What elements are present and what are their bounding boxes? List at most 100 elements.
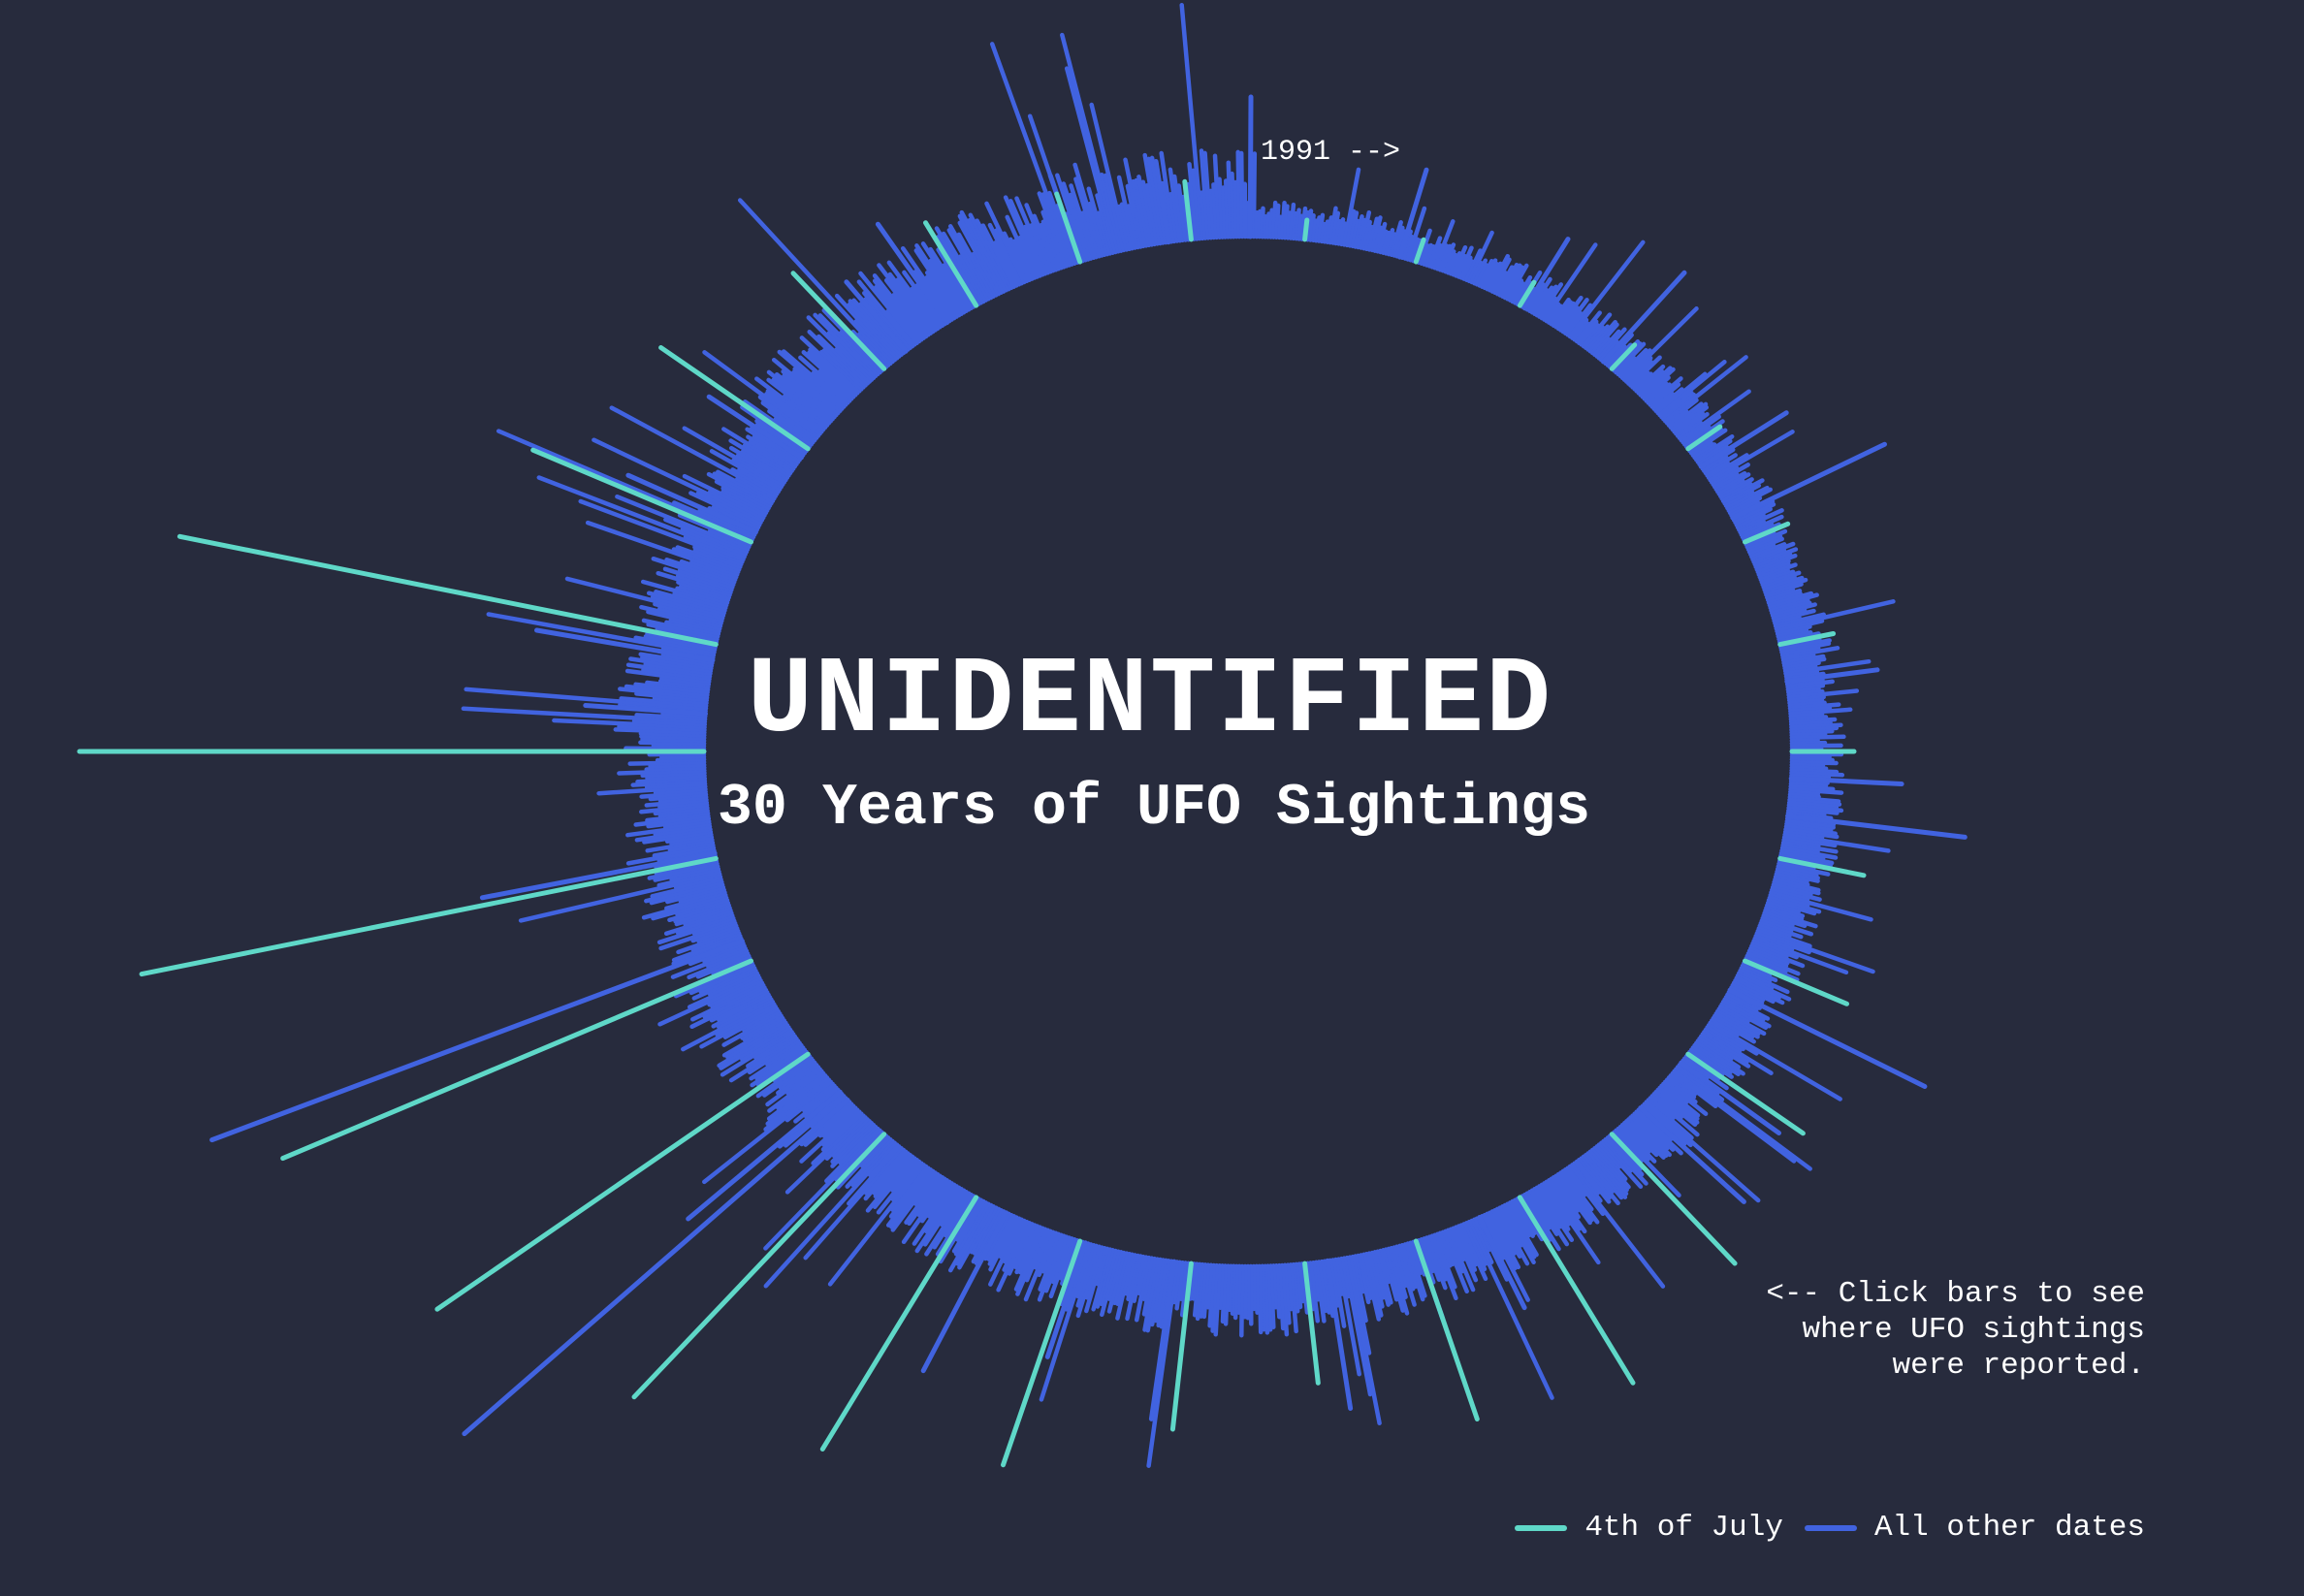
bar-other-date[interactable] (1621, 1121, 1659, 1158)
bar-other-date[interactable] (1775, 624, 1812, 636)
bar-other-date[interactable] (1294, 207, 1301, 241)
bar-other-date[interactable] (641, 667, 712, 682)
bar-other-date[interactable] (1776, 858, 1816, 871)
bar-other-date[interactable] (656, 848, 717, 864)
bar-other-date[interactable] (850, 1138, 895, 1188)
bar-other-date[interactable] (1069, 183, 1096, 261)
bar-other-date[interactable] (1659, 1083, 1701, 1118)
bar-other-date[interactable] (838, 1124, 879, 1165)
bar-other-date[interactable] (957, 213, 1004, 296)
bar-other-date[interactable] (857, 332, 891, 367)
bar-other-date[interactable] (1381, 230, 1392, 255)
bar-other-date[interactable] (946, 228, 991, 302)
bar-other-date[interactable] (461, 706, 708, 724)
bar-other-date[interactable] (1386, 1246, 1410, 1316)
bar-july4[interactable] (1609, 1132, 1738, 1266)
bar-other-date[interactable] (1227, 1263, 1233, 1313)
bar-other-date[interactable] (618, 686, 710, 700)
bar-other-date[interactable] (1785, 683, 1826, 692)
bar-other-date[interactable] (1002, 1218, 1027, 1264)
bar-other-date[interactable] (1687, 427, 1724, 454)
bar-other-date[interactable] (826, 331, 877, 381)
bar-other-date[interactable] (888, 1165, 931, 1219)
bar-other-date[interactable] (817, 368, 854, 401)
bar-other-date[interactable] (707, 971, 759, 997)
bar-other-date[interactable] (1372, 225, 1384, 253)
bar-other-date[interactable] (1402, 235, 1415, 261)
bar-other-date[interactable] (625, 846, 717, 866)
bar-other-date[interactable] (1333, 218, 1342, 246)
bar-other-date[interactable] (1336, 1257, 1361, 1377)
bar-other-date[interactable] (1213, 1263, 1222, 1337)
bar-other-date[interactable] (1628, 355, 1662, 388)
bar-other-date[interactable] (1454, 253, 1467, 278)
bar-other-date[interactable] (1419, 1237, 1435, 1274)
bar-other-date[interactable] (1617, 347, 1648, 379)
bar-other-date[interactable] (671, 934, 743, 963)
bar-other-date[interactable] (1782, 829, 1825, 841)
bar-other-date[interactable] (920, 241, 969, 313)
bar-other-date[interactable] (1770, 600, 1812, 616)
bar-other-date[interactable] (1780, 840, 1839, 854)
bar-other-date[interactable] (834, 293, 897, 363)
bar-other-date[interactable] (1640, 1103, 1687, 1146)
bar-other-date[interactable] (1706, 1023, 1759, 1056)
bar-other-date[interactable] (1789, 740, 1828, 746)
bar-other-date[interactable] (695, 491, 763, 526)
bar-other-date[interactable] (1179, 2, 1205, 241)
bar-other-date[interactable] (1655, 1087, 1700, 1125)
bar-other-date[interactable] (1718, 1004, 1750, 1024)
bar-other-date[interactable] (1181, 194, 1191, 242)
bar-other-date[interactable] (1040, 209, 1067, 270)
bar-other-date[interactable] (1742, 961, 1773, 977)
bar-other-date[interactable] (1174, 1260, 1185, 1311)
bar-other-date[interactable] (1720, 1000, 1772, 1029)
bar-other-date[interactable] (711, 956, 752, 976)
bar-other-date[interactable] (1744, 530, 1776, 547)
bar-other-date[interactable] (660, 653, 715, 665)
bar-other-date[interactable] (755, 1056, 814, 1099)
bar-other-date[interactable] (646, 591, 726, 616)
bar-other-date[interactable] (1572, 321, 1590, 342)
bar-other-date[interactable] (835, 1133, 889, 1190)
bar-other-date[interactable] (1007, 1222, 1035, 1276)
bar-other-date[interactable] (1527, 276, 1552, 313)
bar-other-date[interactable] (1037, 1230, 1059, 1278)
bar-other-date[interactable] (631, 718, 708, 727)
bar-july4[interactable] (790, 271, 887, 371)
bar-other-date[interactable] (1782, 663, 1818, 674)
bar-other-date[interactable] (865, 1154, 915, 1213)
bar-other-date[interactable] (627, 759, 707, 766)
bar-other-date[interactable] (702, 1079, 833, 1185)
bar-other-date[interactable] (1356, 217, 1367, 250)
bar-other-date[interactable] (928, 258, 967, 315)
bar-other-date[interactable] (646, 622, 720, 642)
bar-other-date[interactable] (1755, 559, 1791, 575)
bar-other-date[interactable] (1763, 577, 1808, 595)
bar-other-date[interactable] (1405, 206, 1427, 262)
bar-other-date[interactable] (902, 270, 945, 329)
bar-other-date[interactable] (1068, 192, 1094, 261)
bar-other-date[interactable] (1646, 1098, 1694, 1140)
bar-other-date[interactable] (691, 968, 758, 1001)
bar-other-date[interactable] (578, 498, 745, 564)
bar-other-date[interactable] (1375, 1249, 1393, 1305)
bar-other-date[interactable] (1789, 743, 1843, 749)
bar-other-date[interactable] (1296, 213, 1304, 241)
bar-other-date[interactable] (1024, 203, 1056, 273)
bar-other-date[interactable] (1095, 1246, 1110, 1287)
bar-other-date[interactable] (1596, 327, 1627, 361)
bar-other-date[interactable] (1589, 1147, 1629, 1193)
bar-other-date[interactable] (1659, 390, 1694, 420)
bar-other-date[interactable] (1675, 1065, 1725, 1102)
bar-other-date[interactable] (798, 355, 852, 403)
bar-other-date[interactable] (1375, 221, 1388, 254)
bar-other-date[interactable] (942, 263, 974, 311)
bar-other-date[interactable] (1112, 1251, 1130, 1306)
bar-other-date[interactable] (1060, 1237, 1080, 1286)
bar-other-date[interactable] (848, 299, 902, 359)
bar-other-date[interactable] (1694, 433, 1735, 463)
bar-other-date[interactable] (1187, 161, 1200, 241)
bar-other-date[interactable] (654, 590, 727, 613)
bar-other-date[interactable] (1750, 941, 1789, 959)
